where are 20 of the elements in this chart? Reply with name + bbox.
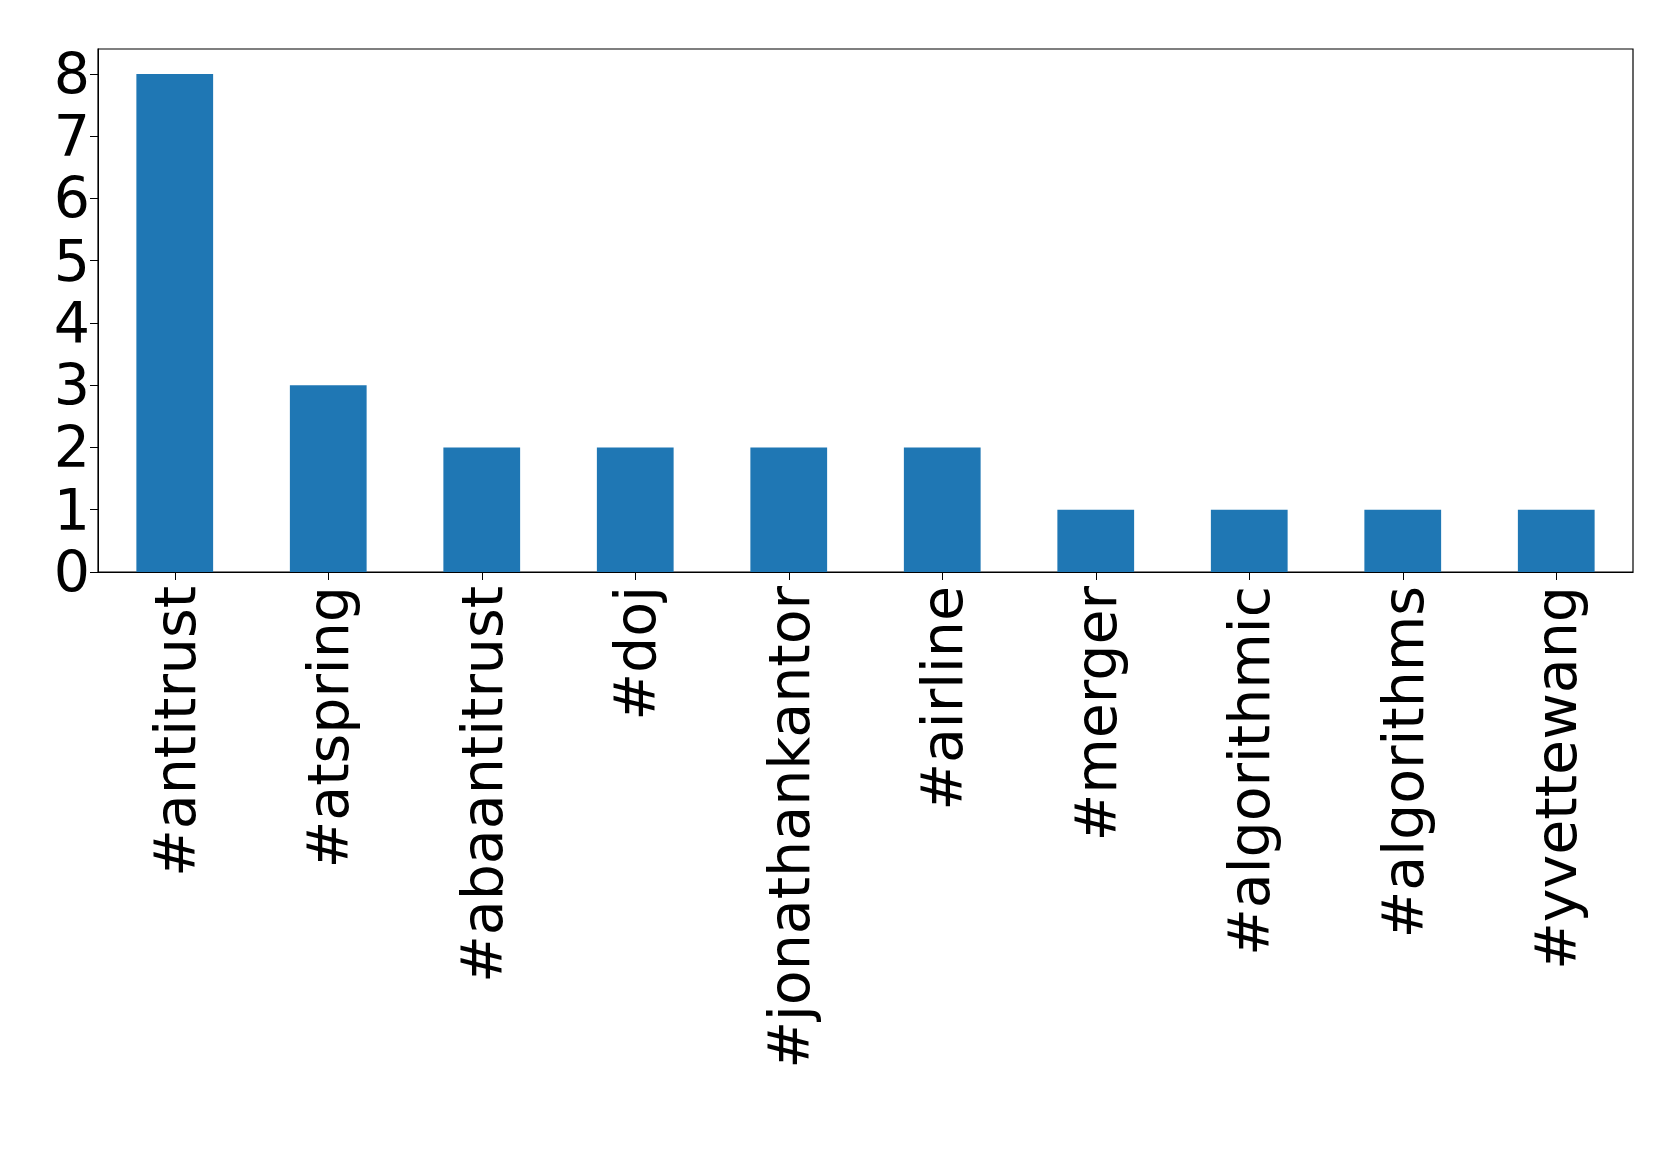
- x-tick-label: #airline: [909, 586, 976, 811]
- x-tick-label: #antitrust: [141, 586, 208, 877]
- bar: [1517, 509, 1595, 572]
- bar: [596, 447, 674, 572]
- bar: [1057, 509, 1135, 572]
- bar: [1364, 509, 1442, 572]
- bar: [903, 447, 981, 572]
- bar: [136, 73, 214, 572]
- x-tick-label: #doj: [602, 586, 669, 721]
- bar: [750, 447, 828, 572]
- bar: [289, 385, 367, 572]
- x-tick-label: #atspring: [295, 586, 362, 869]
- bar: [1210, 509, 1288, 572]
- x-tick-label: #algorithmic: [1216, 586, 1283, 957]
- x-tick-label: #jonathankantor: [755, 585, 822, 1069]
- x-tick-label: #algorithms: [1369, 586, 1436, 939]
- x-tick-label: #merger: [1062, 585, 1129, 842]
- x-tick-label: #yvettewang: [1523, 586, 1590, 970]
- x-tick-label: #abaantitrust: [448, 586, 515, 983]
- bar: [443, 447, 521, 572]
